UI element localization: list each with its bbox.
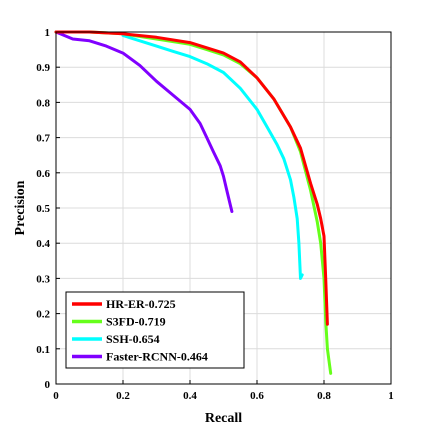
series-line-1: [54, 30, 329, 326]
axis-ticks: 0 0.2 0.4 0.6 0.8 1 0 0.1 0.2 0.3 0.4 0.5 0.6 0.7 0.8 0…: [36, 27, 394, 402]
y-tick-label: 0.1: [36, 344, 50, 356]
y-axis-label: Precision: [13, 180, 28, 235]
y-tick-label: 0.6: [36, 168, 50, 180]
series-line-4: [54, 30, 234, 213]
y-tick-label: 0.3: [36, 273, 50, 285]
legend-label: S3FD-0.719: [106, 315, 166, 329]
legend-label: HR-ER-0.725: [106, 297, 176, 311]
x-tick-label: 0.8: [317, 390, 331, 402]
y-tick-label: 0.5: [36, 203, 50, 215]
legend-label: Faster-RCNN-0.464: [106, 350, 208, 364]
y-tick-label: 0.8: [36, 97, 50, 109]
x-tick-label: 0.2: [116, 390, 130, 402]
x-tick-label: 0.6: [250, 390, 264, 402]
x-tick-label: 0: [53, 390, 59, 402]
y-tick-label: 1: [45, 27, 51, 39]
y-tick-label: 0.2: [36, 309, 50, 321]
series-line-3: [121, 34, 304, 280]
y-tick-label: 0.4: [36, 238, 50, 250]
y-tick-label: 0.9: [36, 62, 50, 74]
x-tick-label: 0.4: [183, 390, 197, 402]
legend: HR-ER-0.725 S3FD-0.719 SSH-0.654 Faster-RCN…: [65, 291, 245, 369]
y-tick-label: 0.7: [36, 133, 50, 145]
legend-label: SSH-0.654: [106, 332, 160, 346]
y-tick-label: 0: [45, 379, 51, 391]
x-axis-label: Recall: [205, 411, 242, 426]
series-lines: [54, 30, 333, 375]
x-tick-label: 1: [388, 390, 394, 402]
